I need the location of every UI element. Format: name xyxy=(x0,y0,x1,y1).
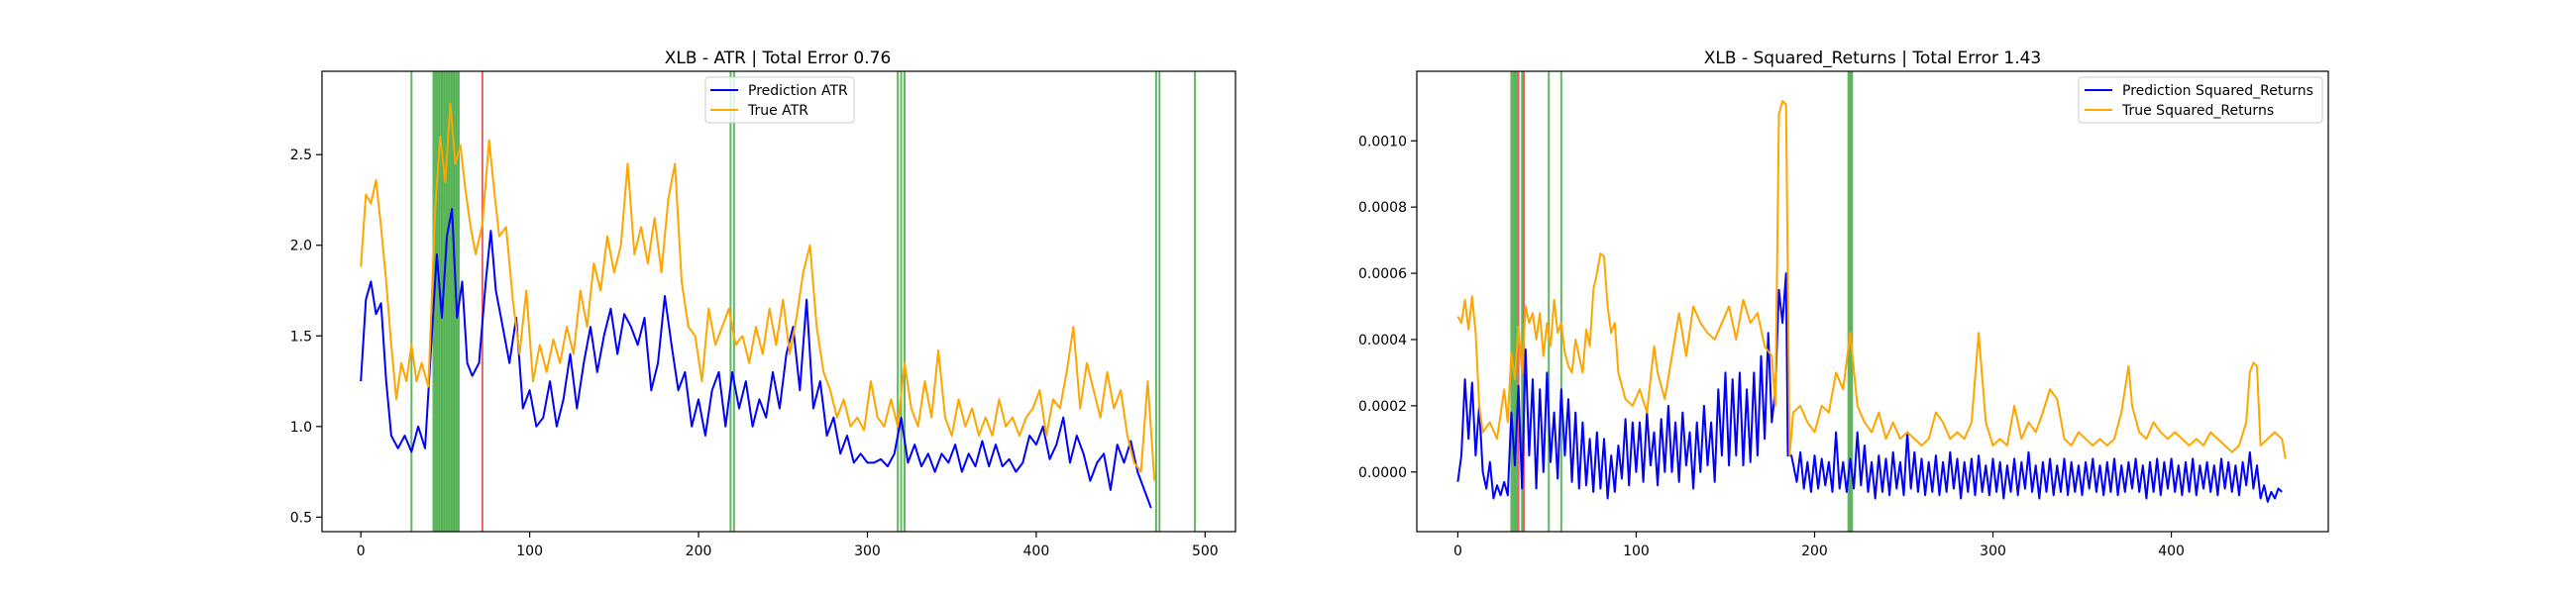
chart-squared-returns-legend-label-prediction: Prediction Squared_Returns xyxy=(2122,83,2313,99)
chart-atr-ytick-label: 1.0 xyxy=(290,420,312,436)
chart-squared-returns-ytick-label: 0.0002 xyxy=(1358,399,1407,415)
chart-atr: XLB - ATR | Total Error 0.76 0 100 200 300 4… xyxy=(290,49,1236,559)
chart-squared-returns-xtick-label: 300 xyxy=(1980,544,2006,559)
chart-atr-series xyxy=(360,103,1156,509)
chart-squared-returns-prediction-line xyxy=(1456,272,2283,503)
chart-squared-returns-legend-label-true: True Squared_Returns xyxy=(2121,103,2274,119)
chart-squared-returns-xtick-label: 400 xyxy=(2158,544,2185,559)
chart-atr-ytick-label: 2.5 xyxy=(290,148,312,163)
chart-squared-returns-ytick-label: 0.0006 xyxy=(1358,266,1407,282)
chart-atr-plot-frame xyxy=(321,70,1236,533)
chart-squared-returns-title: XLB - Squared_Returns | Total Error 1.43 xyxy=(1704,49,2041,68)
chart-atr-yticks: 0.5 1.0 1.5 2.0 2.5 xyxy=(290,148,322,526)
chart-squared-returns-xtick-label: 200 xyxy=(1801,544,1828,559)
chart-squared-returns: XLB - Squared_Returns | Total Error 1.43… xyxy=(1358,49,2329,559)
chart-squared-returns-ytick-label: 0.0004 xyxy=(1358,333,1407,348)
chart-squared-returns-legend: Prediction Squared_Returns True Squared_… xyxy=(2078,76,2323,124)
chart-atr-ytick-label: 1.5 xyxy=(290,329,312,345)
chart-atr-xtick-label: 300 xyxy=(854,544,881,559)
chart-squared-returns-yticks: 0.0000 0.0002 0.0004 0.0006 0.0008 0.0010 xyxy=(1358,134,1417,481)
chart-squared-returns-true-line xyxy=(1456,100,2287,459)
chart-atr-legend: Prediction ATR True ATR xyxy=(704,76,855,124)
chart-squared-returns-xtick-label: 0 xyxy=(1453,544,1462,559)
chart-squared-returns-markers xyxy=(1510,71,1854,532)
chart-atr-xtick-label: 500 xyxy=(1192,544,1219,559)
chart-squared-returns-ytick-label: 0.0008 xyxy=(1358,200,1407,216)
chart-squared-returns-ytick-label: 0.0000 xyxy=(1358,465,1407,481)
chart-atr-xtick-label: 200 xyxy=(686,544,712,559)
chart-atr-true-line xyxy=(360,103,1156,481)
chart-atr-xtick-label: 400 xyxy=(1023,544,1050,559)
chart-atr-legend-label-prediction: Prediction ATR xyxy=(748,83,848,99)
chart-squared-returns-xticks: 0 100 200 300 400 xyxy=(1453,532,2185,559)
chart-atr-xtick-label: 100 xyxy=(516,544,543,559)
chart-atr-legend-label-true: True ATR xyxy=(747,103,808,119)
chart-atr-xtick-label: 0 xyxy=(357,544,366,559)
chart-squared-returns-xtick-label: 100 xyxy=(1623,544,1650,559)
chart-atr-xticks: 0 100 200 300 400 500 xyxy=(357,532,1219,559)
chart-squared-returns-series xyxy=(1456,100,2287,503)
chart-squared-returns-plot-frame xyxy=(1416,70,2329,533)
chart-atr-ytick-label: 0.5 xyxy=(290,510,312,526)
chart-atr-prediction-line xyxy=(360,208,1152,509)
chart-squared-returns-ytick-label: 0.0010 xyxy=(1358,134,1407,149)
chart-atr-title: XLB - ATR | Total Error 0.76 xyxy=(665,49,892,68)
chart-atr-ytick-label: 2.0 xyxy=(290,239,312,254)
chart-atr-legend-box xyxy=(704,76,855,124)
chart-squared-returns-legend-box xyxy=(2078,76,2323,124)
